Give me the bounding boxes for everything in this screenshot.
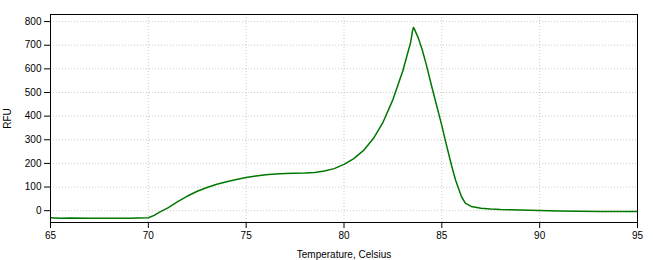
svg-text:95: 95 [632,230,644,241]
svg-text:700: 700 [25,39,42,50]
svg-text:RFU: RFU [2,108,13,129]
svg-text:90: 90 [534,230,546,241]
svg-text:65: 65 [45,230,57,241]
svg-text:100: 100 [25,181,42,192]
svg-text:85: 85 [436,230,448,241]
svg-text:80: 80 [338,230,350,241]
svg-text:600: 600 [25,63,42,74]
svg-text:800: 800 [25,16,42,27]
svg-text:400: 400 [25,110,42,121]
svg-text:70: 70 [143,230,155,241]
svg-text:75: 75 [241,230,253,241]
svg-text:500: 500 [25,87,42,98]
svg-text:Temperature, Celsius: Temperature, Celsius [297,249,391,260]
svg-text:200: 200 [25,158,42,169]
svg-text:0: 0 [36,205,42,216]
svg-text:300: 300 [25,134,42,145]
